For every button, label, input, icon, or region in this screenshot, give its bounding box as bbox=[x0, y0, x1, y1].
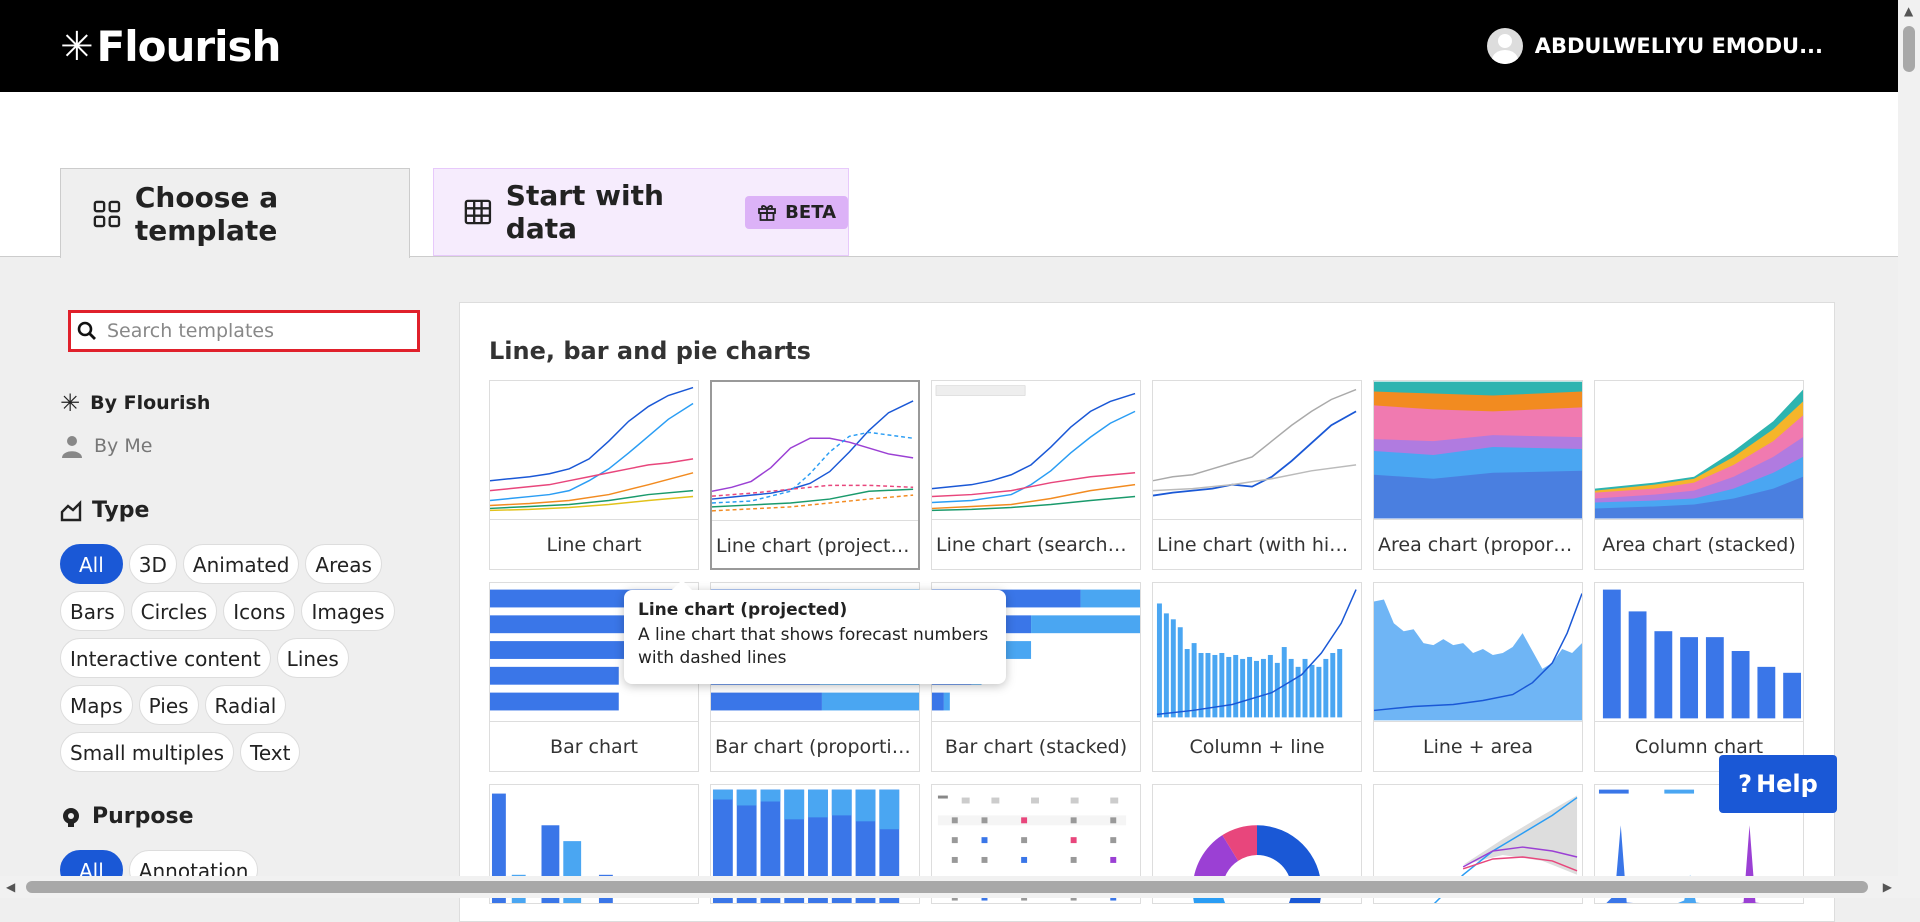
proportional-area-chart-thumbnail bbox=[1374, 381, 1582, 519]
stacked-area-chart-thumbnail bbox=[1595, 389, 1803, 519]
type-filter-pies[interactable]: Pies bbox=[138, 685, 199, 725]
filter-by-flourish[interactable]: ✳ By Flourish bbox=[60, 389, 210, 417]
template-label: Bar chart bbox=[490, 721, 698, 771]
projected-line-chart-thumbnail bbox=[712, 400, 914, 512]
type-filter-radial[interactable]: Radial bbox=[204, 685, 287, 725]
template-label: Column + line bbox=[1153, 721, 1361, 771]
beta-badge: BETA bbox=[745, 195, 848, 229]
tooltip-description: A line chart that shows forecast numbers… bbox=[638, 625, 989, 668]
top-header: ✳ Flourish ABDULWELIYU EMODU... bbox=[0, 0, 1898, 92]
tab-start-with-data[interactable]: Start with data BETA bbox=[433, 168, 849, 256]
type-filter-all[interactable]: All bbox=[60, 544, 123, 584]
type-filter-bars[interactable]: Bars bbox=[60, 591, 125, 631]
scroll-up-icon[interactable]: ▲ bbox=[1904, 4, 1914, 18]
type-filter-lines[interactable]: Lines bbox=[276, 638, 349, 678]
type-filter-interactive-content[interactable]: Interactive content bbox=[60, 638, 271, 678]
flourish-logo[interactable]: ✳ Flourish bbox=[60, 22, 282, 71]
tab-choose-template[interactable]: Choose a template bbox=[60, 168, 410, 258]
type-filter-animated[interactable]: Animated bbox=[182, 544, 300, 584]
template-card-column-line[interactable]: Column + line bbox=[1152, 582, 1362, 772]
template-label: Area chart (proportio... bbox=[1374, 519, 1582, 569]
template-card-line-chart-highlight[interactable]: Line chart (with highl... bbox=[1152, 380, 1362, 570]
logo-text: Flourish bbox=[96, 22, 282, 71]
type-filter-3d[interactable]: 3D bbox=[128, 544, 177, 584]
template-label: Line chart bbox=[490, 519, 698, 569]
purpose-icon bbox=[63, 807, 79, 827]
purpose-heading: Purpose bbox=[60, 804, 194, 829]
template-label: Bar chart (stacked) bbox=[932, 721, 1140, 771]
flourish-star-icon: ✳ bbox=[60, 23, 94, 70]
avatar-icon bbox=[1486, 28, 1523, 64]
vertical-scrollbar[interactable]: ▲ bbox=[1898, 0, 1920, 898]
flourish-star-icon: ✳ bbox=[60, 389, 81, 417]
template-label: Line chart (projected) bbox=[712, 520, 918, 568]
template-label: Line chart (searchable) bbox=[932, 519, 1140, 569]
line-chart-thumbnail bbox=[490, 386, 694, 512]
beta-text: BETA bbox=[785, 201, 836, 223]
vertical-scroll-thumb[interactable] bbox=[1903, 26, 1915, 72]
searchable-line-chart-thumbnail bbox=[932, 385, 1136, 512]
template-label: Column chart bbox=[1595, 721, 1803, 771]
help-button[interactable]: ? Help bbox=[1719, 755, 1837, 813]
stacked-column-thumbnail bbox=[712, 789, 900, 903]
template-card-line-chart-projected[interactable]: Line chart (projected) bbox=[710, 380, 920, 570]
person-icon bbox=[62, 436, 82, 458]
type-filter-maps[interactable]: Maps bbox=[60, 685, 133, 725]
template-card-column-chart[interactable]: Column chart bbox=[1594, 582, 1804, 772]
type-filter-small-multiples[interactable]: Small multiples bbox=[60, 732, 234, 772]
template-card-line-chart[interactable]: Line chart bbox=[489, 380, 699, 570]
help-label: Help bbox=[1756, 770, 1818, 798]
search-input[interactable] bbox=[105, 319, 409, 343]
template-label: Line chart (with highl... bbox=[1153, 519, 1361, 569]
user-name: ABDULWELIYU EMODU... bbox=[1534, 34, 1823, 58]
table-icon bbox=[464, 199, 492, 225]
column-chart-thumbnail bbox=[1602, 589, 1802, 719]
type-heading-label: Type bbox=[92, 498, 150, 523]
type-heading: Type bbox=[60, 498, 149, 523]
template-card-line-area[interactable]: Line + area bbox=[1373, 582, 1583, 772]
grid-icon bbox=[93, 200, 121, 227]
template-label: Bar chart (proportion... bbox=[711, 721, 919, 771]
line-area-thumbnail bbox=[1374, 593, 1582, 721]
template-card-area-chart-stacked[interactable]: Area chart (stacked) bbox=[1594, 380, 1804, 570]
gift-icon bbox=[758, 205, 777, 221]
scroll-left-icon[interactable]: ◀ bbox=[6, 880, 16, 894]
tab-start-with-data-label: Start with data bbox=[505, 179, 664, 245]
type-filter-text[interactable]: Text bbox=[240, 732, 301, 772]
search-box[interactable] bbox=[68, 310, 420, 352]
filter-by-me[interactable]: By Me bbox=[60, 434, 152, 458]
horizontal-scroll-thumb[interactable] bbox=[26, 881, 1868, 893]
horizontal-scrollbar[interactable]: ◀ ▶ bbox=[0, 876, 1898, 898]
type-filter-circles[interactable]: Circles bbox=[130, 591, 218, 631]
section-title: Line, bar and pie charts bbox=[489, 337, 811, 365]
by-me-label: By Me bbox=[94, 435, 153, 457]
template-card-area-chart-proportional[interactable]: Area chart (proportio... bbox=[1373, 380, 1583, 570]
type-filter-areas[interactable]: Areas bbox=[305, 544, 382, 584]
tab-choose-template-label: Choose a template bbox=[134, 180, 279, 247]
search-icon bbox=[77, 321, 96, 340]
question-icon: ? bbox=[1738, 770, 1753, 798]
type-filter-images[interactable]: Images bbox=[301, 591, 395, 631]
template-label: Line + area bbox=[1374, 721, 1582, 771]
user-menu[interactable]: ABDULWELIYU EMODU... bbox=[1486, 28, 1823, 64]
template-label: Area chart (stacked) bbox=[1595, 519, 1803, 569]
template-tooltip: Line chart (projected) A line chart that… bbox=[624, 580, 1006, 684]
purpose-heading-label: Purpose bbox=[92, 804, 194, 829]
tooltip-title: Line chart (projected) bbox=[638, 600, 848, 620]
column-line-thumbnail bbox=[1156, 589, 1357, 718]
scroll-right-icon[interactable]: ▶ bbox=[1882, 880, 1892, 894]
template-card-line-chart-searchable[interactable]: Line chart (searchable) bbox=[931, 380, 1141, 570]
type-filter-icons[interactable]: Icons bbox=[223, 591, 296, 631]
chart-type-icon bbox=[60, 499, 82, 521]
highlight-line-chart-thumbnail bbox=[1153, 388, 1357, 497]
type-filters: All 3D Animated Areas Bars Circles Icons… bbox=[60, 544, 420, 772]
by-flourish-label: By Flourish bbox=[90, 392, 211, 414]
